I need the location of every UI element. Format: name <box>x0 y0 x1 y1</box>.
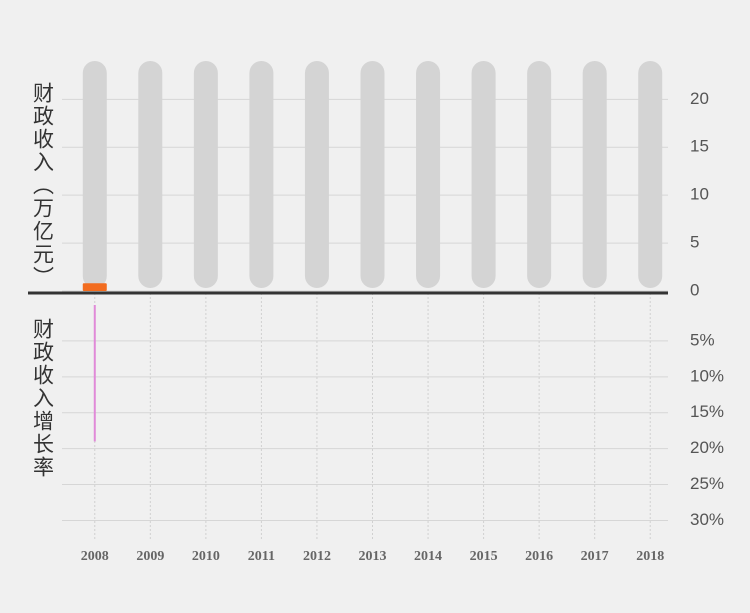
x-tick-label: 2010 <box>192 549 220 564</box>
y-tick-label: 0 <box>690 280 699 299</box>
y-tick-label: 5 <box>690 233 699 252</box>
bar-track <box>416 61 441 288</box>
bar-track <box>360 61 385 288</box>
x-tick-label: 2012 <box>303 549 331 564</box>
bar-track <box>471 61 496 288</box>
bar-track <box>193 61 218 288</box>
x-tick-label: 2015 <box>470 549 498 564</box>
bar-track <box>82 61 107 288</box>
bar-track <box>638 61 663 288</box>
y2-tick-label: 15% <box>690 402 724 421</box>
x-tick-label: 2013 <box>359 549 387 564</box>
bar-track <box>304 61 329 288</box>
x-tick-label: 2014 <box>414 549 442 564</box>
x-tick-label: 2011 <box>248 549 275 564</box>
y2-tick-label: 25% <box>690 474 724 493</box>
bar-track <box>249 61 274 288</box>
y2-tick-label: 20% <box>690 438 724 457</box>
y2-tick-label: 5% <box>690 330 715 349</box>
y-tick-label: 10 <box>690 185 709 204</box>
y-axis-label: 财政收入（万亿元） <box>31 82 55 289</box>
y2-tick-label: 10% <box>690 366 724 385</box>
x-tick-label: 2017 <box>581 549 609 564</box>
bar-track <box>582 61 607 288</box>
bar-track <box>138 61 163 288</box>
y2-tick-label: 30% <box>690 510 724 529</box>
x-tick-label: 2009 <box>136 549 164 564</box>
growth-bar <box>93 305 96 442</box>
revenue-bar <box>82 283 107 291</box>
bar-track <box>527 61 552 288</box>
x-tick-label: 2016 <box>525 549 553 564</box>
x-tick-label: 2008 <box>81 549 109 564</box>
x-tick-label: 2018 <box>636 549 664 564</box>
y-tick-label: 15 <box>690 137 709 156</box>
y-tick-label: 20 <box>690 89 709 108</box>
y2-axis-label: 财政收入增长率 <box>31 318 55 479</box>
